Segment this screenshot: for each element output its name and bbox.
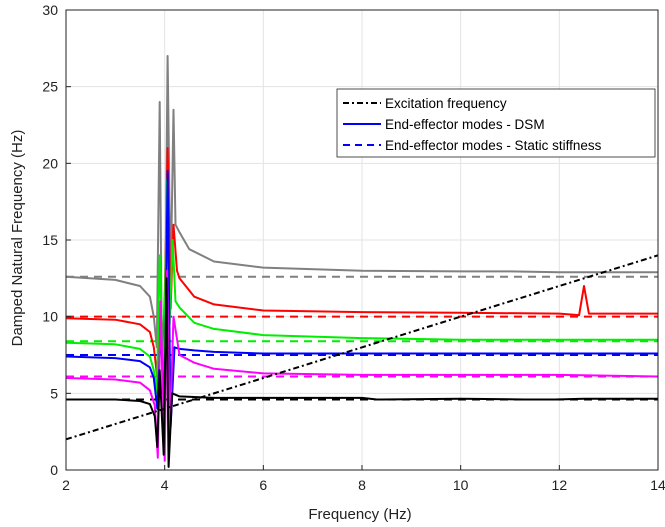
y-tick-label: 0 — [50, 462, 58, 478]
dsm-mode-line — [66, 147, 658, 379]
dsm-mode-line — [66, 170, 658, 429]
y-tick-label: 30 — [42, 2, 58, 18]
x-tick-label: 4 — [161, 477, 169, 493]
series-group — [66, 55, 658, 468]
excitation-line — [66, 254, 658, 441]
plot-area — [66, 55, 658, 468]
y-tick-label: 20 — [42, 155, 58, 171]
x-tick-label: 10 — [453, 477, 469, 493]
x-tick-label: 14 — [650, 477, 665, 493]
y-tick-label: 5 — [50, 385, 58, 401]
x-tick-label: 2 — [62, 477, 70, 493]
y-tick-label: 25 — [42, 79, 58, 95]
dsm-mode-line — [66, 277, 658, 468]
legend: Excitation frequency End-effector modes … — [336, 88, 656, 158]
x-tick-label: 6 — [259, 477, 267, 493]
x-axis-title: Frequency (Hz) — [308, 506, 411, 523]
y-tick-label: 15 — [42, 232, 58, 248]
x-tick-label: 8 — [358, 477, 366, 493]
y-axis-title: Damped Natural Frequency (Hz) — [9, 130, 26, 347]
legend-label-dsm: End-effector modes - DSM — [385, 117, 545, 132]
legend-label-excitation: Excitation frequency — [385, 96, 507, 111]
x-tick-label: 12 — [552, 477, 568, 493]
legend-box — [336, 88, 656, 158]
y-tick-label: 10 — [42, 309, 58, 325]
ticks: 2 4 6 8 10 12 14 0 5 10 15 20 25 30 — [42, 2, 665, 493]
dsm-mode-line — [66, 55, 658, 395]
legend-label-static: End-effector modes - Static stiffness — [385, 138, 602, 153]
dsm-mode-line — [66, 177, 658, 395]
